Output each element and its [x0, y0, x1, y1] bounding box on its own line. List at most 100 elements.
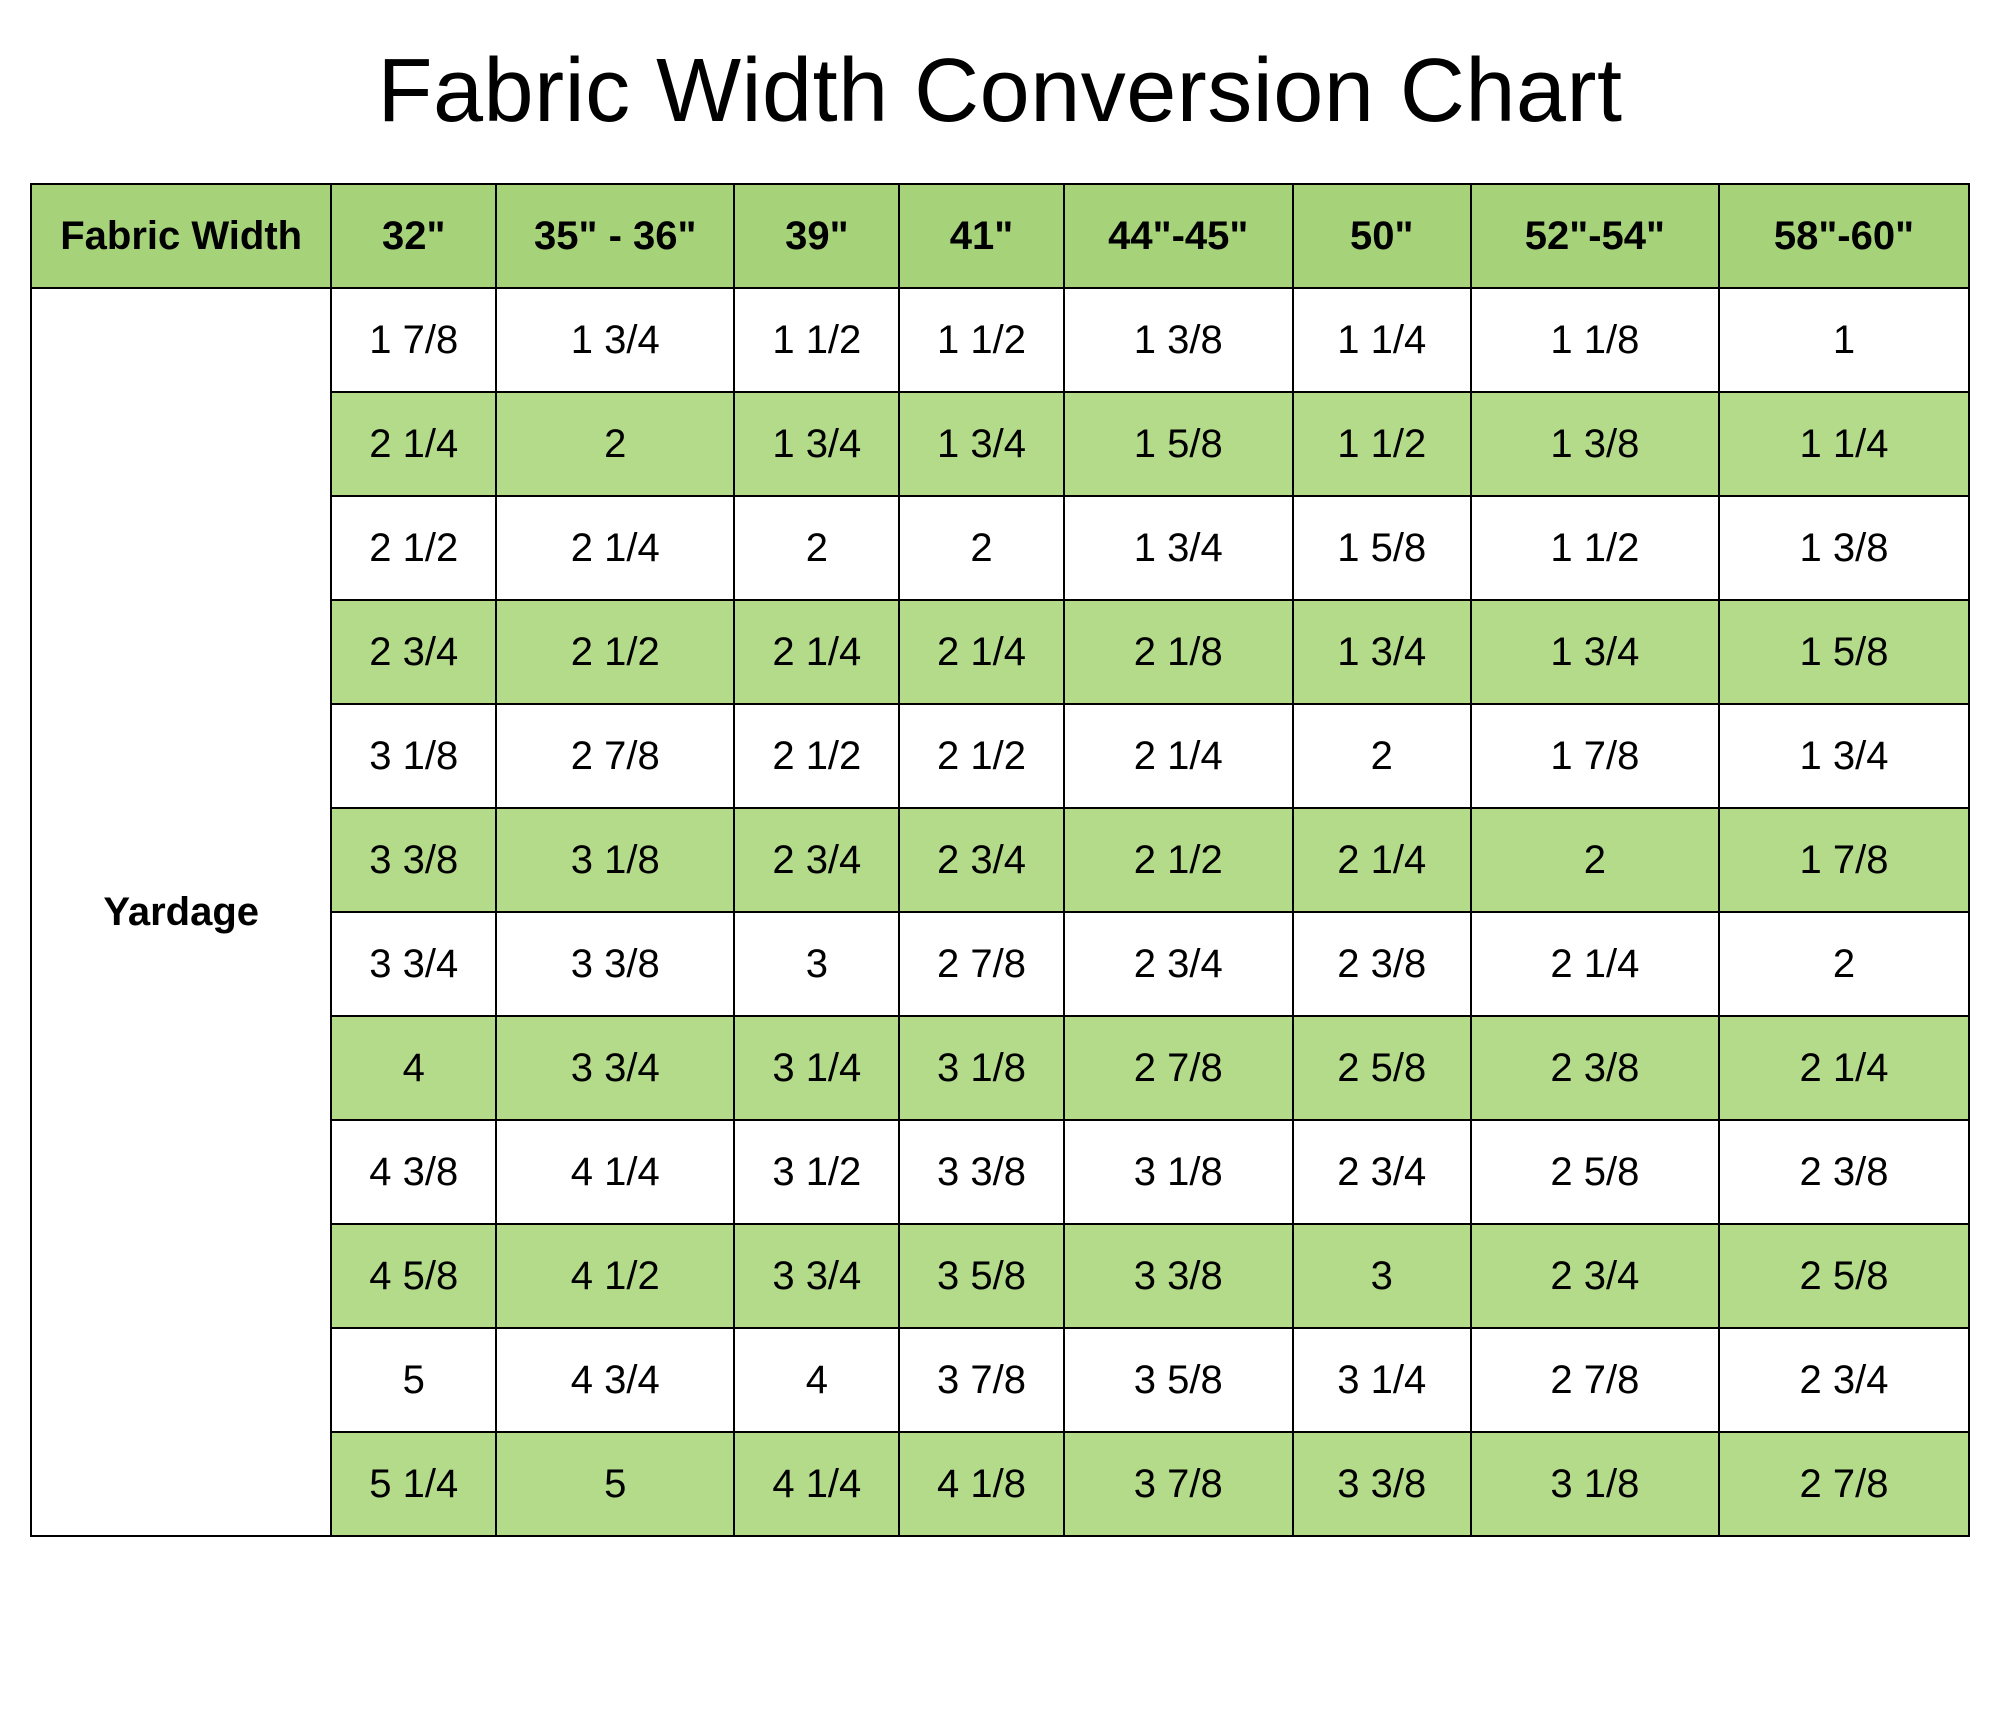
- col-header: 41": [899, 184, 1064, 288]
- table-cell: 1 5/8: [1293, 496, 1471, 600]
- table-cell: 1 1/4: [1293, 288, 1471, 392]
- table-cell: 2 1/4: [899, 600, 1064, 704]
- table-cell: 2 1/4: [1719, 1016, 1969, 1120]
- table-cell: 2 1/8: [1064, 600, 1293, 704]
- table-cell: 2 7/8: [496, 704, 734, 808]
- table-cell: 3 5/8: [899, 1224, 1064, 1328]
- table-cell: 2 3/4: [899, 808, 1064, 912]
- table-cell: 2: [1293, 704, 1471, 808]
- table-cell: 2 3/8: [1293, 912, 1471, 1016]
- table-cell: 2 1/4: [734, 600, 899, 704]
- table-cell: 3 3/8: [899, 1120, 1064, 1224]
- table-cell: 1 5/8: [1719, 600, 1969, 704]
- col-header: 44"-45": [1064, 184, 1293, 288]
- table-cell: 3 3/4: [331, 912, 496, 1016]
- table-cell: 3 3/8: [1064, 1224, 1293, 1328]
- table-cell: 2: [496, 392, 734, 496]
- table-cell: 2 1/4: [496, 496, 734, 600]
- table-cell: 1 1/8: [1471, 288, 1719, 392]
- table-cell: 2 3/8: [1471, 1016, 1719, 1120]
- table-cell: 2 3/4: [1471, 1224, 1719, 1328]
- table-cell: 5: [496, 1432, 734, 1536]
- table-cell: 3 3/4: [734, 1224, 899, 1328]
- table-cell: 2 5/8: [1719, 1224, 1969, 1328]
- table-cell: 2 7/8: [1719, 1432, 1969, 1536]
- table-cell: 1 3/4: [734, 392, 899, 496]
- table-cell: 4 1/4: [734, 1432, 899, 1536]
- table-cell: 2 1/4: [1293, 808, 1471, 912]
- table-cell: 3 1/8: [331, 704, 496, 808]
- table-body: Yardage 1 7/8 1 3/4 1 1/2 1 1/2 1 3/8 1 …: [31, 288, 1969, 1536]
- table-cell: 1 3/4: [496, 288, 734, 392]
- table-cell: 1 1/2: [734, 288, 899, 392]
- table-cell: 2 5/8: [1293, 1016, 1471, 1120]
- col-header: 35" - 36": [496, 184, 734, 288]
- col-header: 39": [734, 184, 899, 288]
- table-cell: 1 7/8: [331, 288, 496, 392]
- table-cell: 1 7/8: [1471, 704, 1719, 808]
- table-cell: 3 5/8: [1064, 1328, 1293, 1432]
- table-cell: 2 1/2: [496, 600, 734, 704]
- table-cell: 2 7/8: [1471, 1328, 1719, 1432]
- table-cell: 1 3/8: [1719, 496, 1969, 600]
- table-cell: 2 3/4: [331, 600, 496, 704]
- col-header: 50": [1293, 184, 1471, 288]
- table-cell: 2: [899, 496, 1064, 600]
- table-cell: 1 1/2: [1471, 496, 1719, 600]
- table-cell: 1 7/8: [1719, 808, 1969, 912]
- table-cell: 2 1/2: [331, 496, 496, 600]
- table-cell: 3 1/4: [1293, 1328, 1471, 1432]
- table-cell: 1 1/2: [899, 288, 1064, 392]
- table-cell: 1 3/4: [1471, 600, 1719, 704]
- table-cell: 3: [734, 912, 899, 1016]
- corner-header: Fabric Width: [31, 184, 331, 288]
- col-header: 58"-60": [1719, 184, 1969, 288]
- table-cell: 2 3/8: [1719, 1120, 1969, 1224]
- table-head: Fabric Width 32" 35" - 36" 39" 41" 44"-4…: [31, 184, 1969, 288]
- table-cell: 2 3/4: [1293, 1120, 1471, 1224]
- table-cell: 4 3/4: [496, 1328, 734, 1432]
- table-cell: 2 7/8: [899, 912, 1064, 1016]
- table-row: Yardage 1 7/8 1 3/4 1 1/2 1 1/2 1 3/8 1 …: [31, 288, 1969, 392]
- table-cell: 4: [734, 1328, 899, 1432]
- table-cell: 3: [1293, 1224, 1471, 1328]
- table-cell: 2 3/4: [1719, 1328, 1969, 1432]
- table-cell: 3 3/8: [331, 808, 496, 912]
- table-cell: 5 1/4: [331, 1432, 496, 1536]
- table-cell: 3 1/8: [1471, 1432, 1719, 1536]
- table-cell: 3 3/4: [496, 1016, 734, 1120]
- table-cell: 1 3/4: [1293, 600, 1471, 704]
- table-cell: 1 3/4: [1064, 496, 1293, 600]
- table-cell: 2: [1471, 808, 1719, 912]
- table-cell: 3 3/8: [496, 912, 734, 1016]
- table-cell: 3 1/8: [496, 808, 734, 912]
- table-cell: 2 1/4: [331, 392, 496, 496]
- page: Fabric Width Conversion Chart Fabric Wid…: [0, 0, 2000, 1597]
- table-cell: 4 5/8: [331, 1224, 496, 1328]
- row-label-yardage: Yardage: [31, 288, 331, 1536]
- table-cell: 2 5/8: [1471, 1120, 1719, 1224]
- table-cell: 5: [331, 1328, 496, 1432]
- table-cell: 4 1/4: [496, 1120, 734, 1224]
- table-cell: 2 1/2: [1064, 808, 1293, 912]
- table-cell: 1: [1719, 288, 1969, 392]
- table-cell: 2 1/2: [734, 704, 899, 808]
- page-title: Fabric Width Conversion Chart: [30, 40, 1970, 143]
- table-cell: 4 3/8: [331, 1120, 496, 1224]
- table-cell: 2: [734, 496, 899, 600]
- table-cell: 4: [331, 1016, 496, 1120]
- table-cell: 3 1/2: [734, 1120, 899, 1224]
- table-cell: 1 3/8: [1471, 392, 1719, 496]
- table-cell: 2 3/4: [1064, 912, 1293, 1016]
- table-cell: 3 1/8: [899, 1016, 1064, 1120]
- table-cell: 2 1/4: [1471, 912, 1719, 1016]
- table-cell: 2 1/4: [1064, 704, 1293, 808]
- table-cell: 2: [1719, 912, 1969, 1016]
- table-cell: 2 1/2: [899, 704, 1064, 808]
- table-cell: 1 3/8: [1064, 288, 1293, 392]
- table-cell: 3 7/8: [899, 1328, 1064, 1432]
- table-cell: 2 7/8: [1064, 1016, 1293, 1120]
- table-cell: 1 1/4: [1719, 392, 1969, 496]
- table-cell: 3 1/4: [734, 1016, 899, 1120]
- table-cell: 1 1/2: [1293, 392, 1471, 496]
